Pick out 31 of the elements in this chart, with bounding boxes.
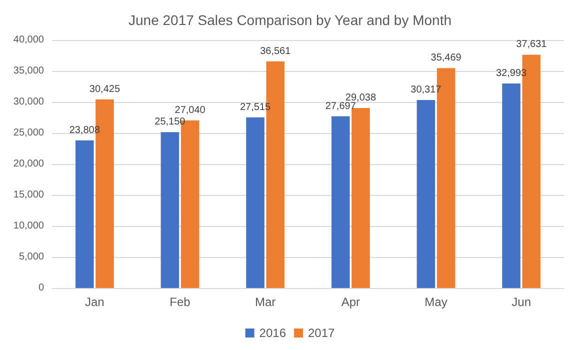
data-label: 30,425 [89, 84, 120, 95]
y-tick-label: 10,000 [13, 220, 44, 232]
y-tick-label: 40,000 [13, 34, 44, 46]
bar [160, 132, 180, 288]
chart-title: June 2017 Sales Comparison by Year and by Month [128, 12, 452, 28]
x-tick-label: Jan [84, 295, 104, 309]
y-tick-label: 20,000 [13, 158, 44, 170]
data-label: 37,631 [516, 39, 548, 50]
bar [416, 100, 436, 288]
y-tick-label: 5,000 [18, 252, 44, 262]
y-tick-label: 0 [38, 282, 44, 294]
y-tick-label: 15,000 [13, 190, 44, 200]
data-label: 27,040 [174, 104, 206, 116]
x-tick-label: Feb [170, 295, 191, 309]
bar [75, 140, 94, 288]
y-tick-label: 30,000 [13, 96, 44, 108]
data-label: 36,561 [260, 46, 292, 57]
data-label: 27,697 [325, 100, 356, 112]
y-tick-label: 25,000 [13, 128, 44, 138]
x-tick-label: May [424, 295, 448, 309]
y-tick-label: 35,000 [13, 66, 44, 76]
bar [331, 116, 350, 288]
bar [246, 117, 264, 288]
legend-label: 2017 [308, 326, 336, 340]
legend-label: 2016 [259, 326, 286, 340]
data-label: 29,038 [345, 92, 376, 104]
x-tick-label: Apr [341, 295, 360, 309]
x-tick-label: Jun [512, 295, 532, 309]
bar [502, 83, 520, 288]
x-tick-label: Mar [254, 295, 276, 309]
data-label: 35,469 [430, 52, 462, 64]
